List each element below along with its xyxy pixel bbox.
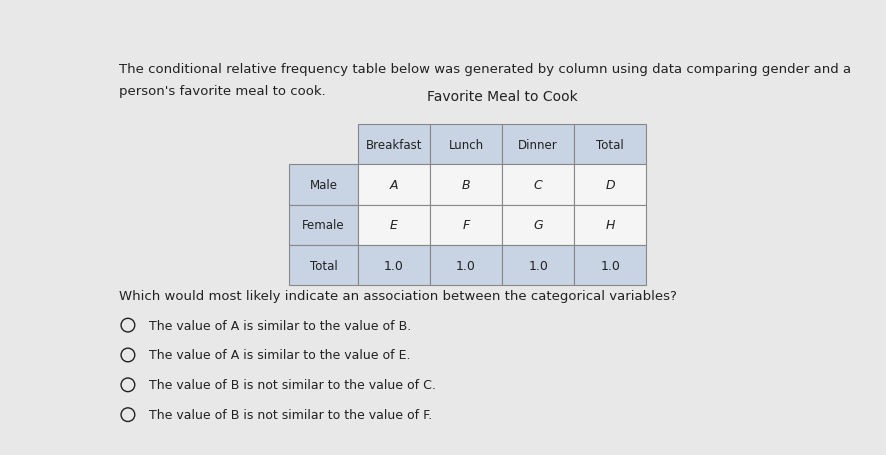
Text: E: E [390,219,398,232]
Text: Female: Female [302,219,345,232]
Text: Total: Total [596,138,624,152]
Bar [358,246,430,286]
Text: 1.0: 1.0 [528,259,548,272]
Text: C: C [533,179,542,192]
Text: G: G [533,219,543,232]
Text: The value of B is not similar to the value of F.: The value of B is not similar to the val… [149,408,431,421]
Bar [502,205,574,246]
Text: The value of A is similar to the value of B.: The value of A is similar to the value o… [149,319,411,332]
Text: Favorite Meal to Cook: Favorite Meal to Cook [427,90,578,104]
Bar [358,165,430,205]
Bar [289,205,358,246]
Text: Dinner: Dinner [518,138,558,152]
Bar [430,205,502,246]
Text: Male: Male [309,179,338,192]
Text: The conditional relative frequency table below was generated by column using dat: The conditional relative frequency table… [119,63,851,76]
Text: Total: Total [310,259,338,272]
Text: A: A [390,179,398,192]
Text: H: H [606,219,615,232]
Bar [502,165,574,205]
Text: 1.0: 1.0 [384,259,404,272]
Text: 1.0: 1.0 [456,259,476,272]
Text: F: F [462,219,470,232]
Bar [358,125,430,165]
Bar [358,205,430,246]
Bar [430,125,502,165]
Text: Lunch: Lunch [448,138,484,152]
Bar [574,205,646,246]
Text: The value of A is similar to the value of E.: The value of A is similar to the value o… [149,349,410,362]
Text: Which would most likely indicate an association between the categorical variable: Which would most likely indicate an asso… [119,289,677,302]
Bar [574,246,646,286]
Bar [430,165,502,205]
Bar [502,246,574,286]
Text: person's favorite meal to cook.: person's favorite meal to cook. [119,84,326,97]
Text: The value of B is not similar to the value of C.: The value of B is not similar to the val… [149,379,435,391]
Bar [289,165,358,205]
Text: D: D [605,179,615,192]
Text: 1.0: 1.0 [601,259,620,272]
Bar [289,246,358,286]
Bar [430,246,502,286]
Bar [502,125,574,165]
Bar [574,125,646,165]
Bar [574,165,646,205]
Text: B: B [462,179,470,192]
Text: Breakfast: Breakfast [366,138,423,152]
